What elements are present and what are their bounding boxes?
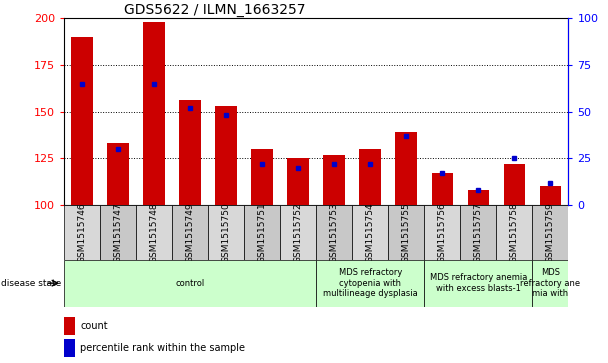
Text: MDS refractory
cytopenia with
multilineage dysplasia: MDS refractory cytopenia with multilinea… xyxy=(323,268,418,298)
Text: MDS refractory anemia
with excess blasts-1: MDS refractory anemia with excess blasts… xyxy=(430,273,527,293)
Text: GSM1515755: GSM1515755 xyxy=(402,202,411,263)
Text: GSM1515750: GSM1515750 xyxy=(221,202,230,263)
Bar xyxy=(100,205,136,260)
Text: GSM1515751: GSM1515751 xyxy=(258,202,266,263)
Bar xyxy=(143,22,165,205)
Text: GSM1515758: GSM1515758 xyxy=(510,202,519,263)
Text: count: count xyxy=(80,321,108,331)
Text: GSM1515757: GSM1515757 xyxy=(474,202,483,263)
Text: MDS
refractory ane
mia with: MDS refractory ane mia with xyxy=(520,268,581,298)
Bar xyxy=(424,205,460,260)
Bar xyxy=(136,205,172,260)
Text: GSM1515752: GSM1515752 xyxy=(294,202,303,263)
Bar xyxy=(432,173,453,205)
Text: GSM1515759: GSM1515759 xyxy=(546,202,555,263)
Bar xyxy=(395,132,417,205)
Text: percentile rank within the sample: percentile rank within the sample xyxy=(80,343,245,352)
Text: GSM1515754: GSM1515754 xyxy=(366,202,375,263)
Bar xyxy=(496,205,533,260)
Bar xyxy=(172,205,208,260)
Bar xyxy=(468,190,489,205)
Text: GSM1515756: GSM1515756 xyxy=(438,202,447,263)
Bar xyxy=(316,260,424,307)
Bar xyxy=(280,205,316,260)
Bar xyxy=(71,37,92,205)
Bar xyxy=(424,260,533,307)
Bar xyxy=(64,260,316,307)
Text: GSM1515748: GSM1515748 xyxy=(150,202,159,263)
Bar xyxy=(460,205,496,260)
Bar xyxy=(359,149,381,205)
Bar xyxy=(215,106,237,205)
Bar xyxy=(64,339,75,356)
Bar xyxy=(389,205,424,260)
Bar xyxy=(533,260,568,307)
Bar xyxy=(323,155,345,205)
Bar xyxy=(64,205,100,260)
Text: GDS5622 / ILMN_1663257: GDS5622 / ILMN_1663257 xyxy=(125,3,306,17)
Bar xyxy=(288,158,309,205)
Bar xyxy=(208,205,244,260)
Bar xyxy=(64,317,75,335)
Bar xyxy=(316,205,352,260)
Text: GSM1515749: GSM1515749 xyxy=(185,202,195,263)
Bar xyxy=(352,205,389,260)
Bar xyxy=(533,205,568,260)
Text: GSM1515753: GSM1515753 xyxy=(330,202,339,263)
Bar xyxy=(107,143,129,205)
Bar xyxy=(540,187,561,205)
Bar xyxy=(244,205,280,260)
Text: GSM1515746: GSM1515746 xyxy=(77,202,86,263)
Text: control: control xyxy=(175,279,205,287)
Text: disease state: disease state xyxy=(1,279,61,287)
Text: GSM1515747: GSM1515747 xyxy=(114,202,122,263)
Bar xyxy=(251,149,273,205)
Bar xyxy=(503,164,525,205)
Bar xyxy=(179,101,201,205)
